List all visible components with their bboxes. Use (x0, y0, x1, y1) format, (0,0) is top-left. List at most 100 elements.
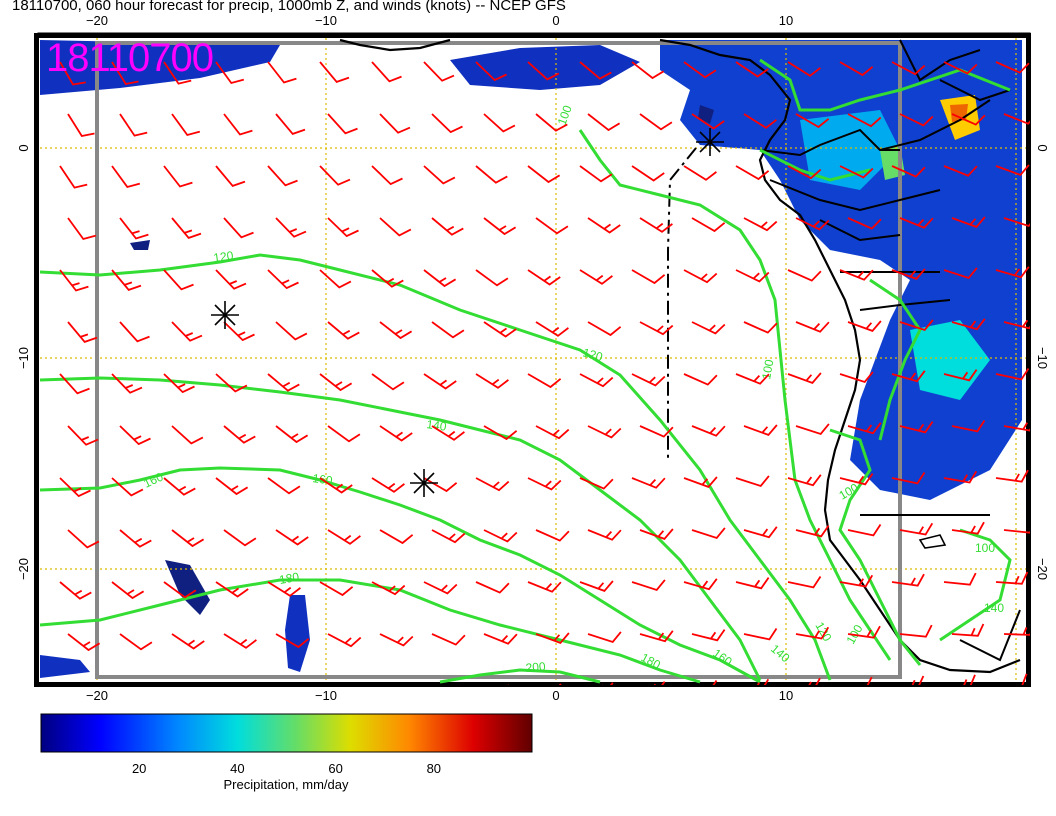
wind-barb (475, 61, 507, 82)
wind-barb (1003, 529, 1030, 534)
wind-barb (171, 113, 201, 137)
contour-coast-1 (829, 428, 1012, 666)
left-lat-label: −20 (16, 558, 31, 580)
wind-barb (579, 580, 614, 592)
wind-barb (163, 581, 197, 599)
wind-barb (327, 633, 362, 648)
station-markers (211, 128, 724, 497)
wind-barb (683, 373, 718, 386)
wind-barb (743, 424, 778, 436)
colorbar-tick-label: 60 (328, 761, 342, 776)
wind-barb (171, 321, 203, 342)
wind-barb (839, 165, 874, 179)
top-lon-label: 10 (779, 13, 793, 28)
colorbar-tick-label: 20 (132, 761, 146, 776)
wind-barb (267, 165, 298, 187)
precip-area-south-2 (285, 595, 310, 672)
wind-barb (795, 321, 830, 333)
wind-barb (743, 628, 778, 641)
wind-barb (431, 425, 465, 441)
wind-barb (59, 581, 92, 600)
wind-barb (223, 529, 257, 547)
colorbar-tick-label: 80 (427, 761, 441, 776)
wind-barb (431, 217, 464, 236)
wind-barb (1003, 319, 1030, 330)
colorbar-tick-label: 40 (230, 761, 244, 776)
wind-barb (423, 165, 456, 185)
wind-barb (891, 472, 926, 485)
wind-barb (683, 269, 718, 284)
wind-barb (787, 372, 822, 384)
contour-label-120-b: 120 (581, 345, 604, 364)
precip-area-south-1 (165, 560, 210, 615)
wind-barb (683, 476, 718, 488)
wind-barb (847, 422, 882, 435)
wind-barb (67, 633, 101, 652)
wind-barb (215, 165, 246, 187)
wind-barb (215, 373, 248, 393)
wind-barb (535, 632, 570, 644)
wind-barb (163, 61, 192, 85)
wind-barb (535, 217, 569, 235)
bottom-lon-label: −10 (315, 688, 337, 703)
wind-barb (371, 477, 405, 493)
wind-barb (911, 675, 925, 685)
wind-barb (111, 165, 141, 189)
wind-barb (691, 425, 726, 437)
wind-barb (319, 477, 353, 494)
precip-area-sw (40, 655, 90, 678)
wind-barb (951, 623, 985, 637)
wind-barb (379, 425, 413, 442)
wind-barb (319, 269, 352, 289)
wind-barb (371, 269, 404, 288)
wind-barb (535, 321, 569, 337)
wind-barb (327, 113, 358, 135)
wind-barb (943, 470, 978, 484)
wind-barb (787, 269, 822, 282)
wind-barb (631, 579, 666, 592)
wind-barb (67, 217, 97, 241)
wind-barb (787, 474, 822, 487)
ship-track (667, 147, 697, 460)
wind-barb (579, 269, 613, 285)
wind-barb (483, 217, 517, 236)
wind-barb (483, 425, 518, 441)
wind-barb (275, 529, 309, 546)
wind-barb (787, 61, 821, 77)
wind-barb (847, 320, 882, 332)
wind-barb (951, 521, 985, 535)
wind-barb (735, 577, 770, 590)
wind-barb (431, 113, 463, 134)
wind-barb (899, 624, 933, 638)
wind-barb (527, 61, 560, 81)
wind-barb (683, 61, 717, 79)
precip-spot-1 (130, 240, 150, 250)
bottom-lon-label: 0 (552, 688, 559, 703)
wind-barb (171, 529, 205, 548)
wind-barb (111, 581, 145, 600)
wind-barb (215, 581, 249, 598)
wind-barb (59, 165, 88, 189)
contour-100 (578, 129, 892, 661)
wind-barb (319, 61, 350, 83)
wind-barb (631, 165, 665, 182)
bottom-lon-label: 10 (779, 688, 793, 703)
wind-barb (756, 678, 770, 685)
contour-140 (39, 376, 762, 681)
wind-barb (223, 113, 253, 136)
bottom-lon-label: −20 (86, 688, 108, 703)
wind-barb (743, 113, 777, 129)
wind-barb (847, 217, 882, 230)
contour-label-100-c: 100 (975, 541, 995, 555)
wind-barb (735, 475, 770, 488)
contour-label-100-b: 100 (759, 358, 776, 380)
asterisk-marker (211, 301, 239, 329)
wind-barb (431, 321, 465, 339)
wind-barb (683, 578, 718, 591)
wind-barb (475, 269, 509, 287)
wind-barb (631, 373, 666, 387)
wind-barb (275, 113, 306, 135)
wind-barb (119, 113, 148, 137)
wind-barb (67, 113, 95, 138)
precip-core-1 (800, 110, 900, 190)
